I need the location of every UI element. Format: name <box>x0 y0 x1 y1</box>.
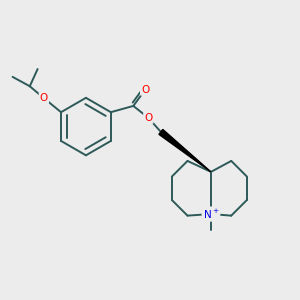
Polygon shape <box>159 129 211 172</box>
Text: N$^+$: N$^+$ <box>202 208 219 220</box>
Text: O: O <box>40 93 48 103</box>
Text: O: O <box>141 85 149 95</box>
Text: O: O <box>144 113 152 123</box>
